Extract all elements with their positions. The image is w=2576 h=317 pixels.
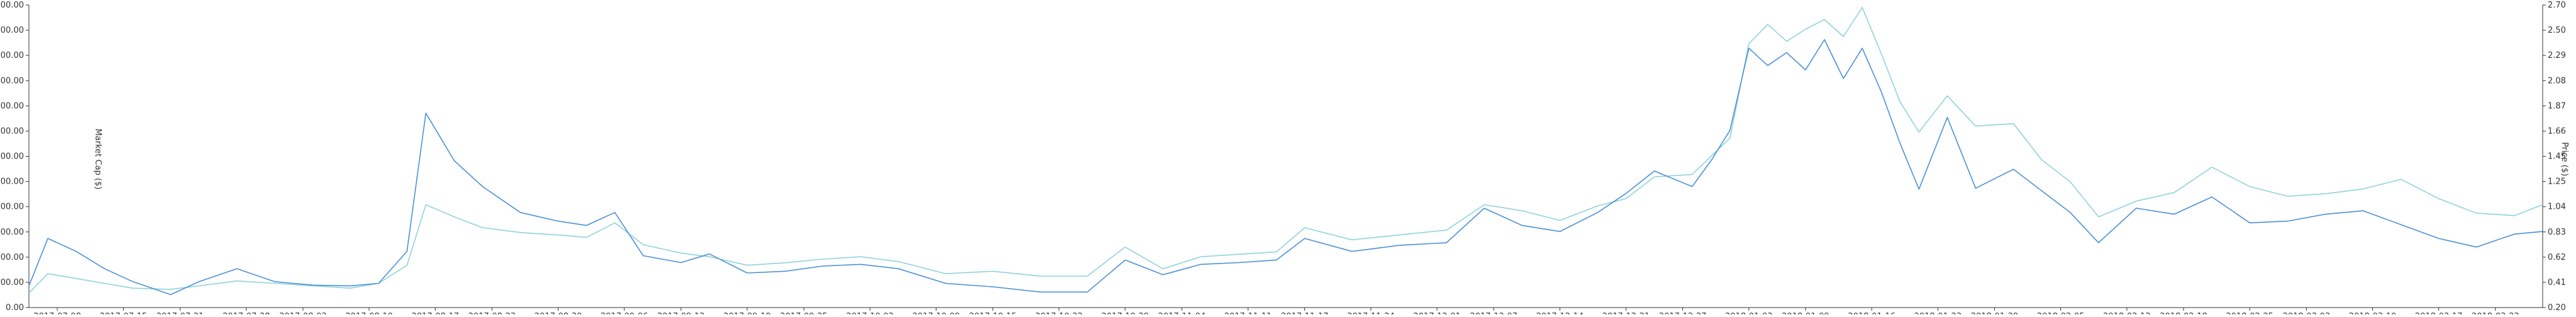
right-tick-label: 2.50 [2548, 26, 2566, 35]
market-cap-series-line [28, 39, 2543, 296]
x-tick-label: 2017-07-15 [99, 312, 147, 314]
right-y-axis: 0.20 0.41 0.62 0.83 1.04 1.25 1.45 1.66 1.87 2.08… [2542, 1, 2566, 313]
x-tick-label: 2017-09-06 [601, 312, 648, 314]
x-tick-label: 2017-12-27 [1659, 312, 1707, 314]
x-tick-label: 2017-07-08 [33, 312, 81, 314]
x-tick-label: 2017-12-01 [1413, 312, 1461, 314]
x-tick-label: 2017-09-19 [723, 312, 771, 314]
x-tick-label: 2018-03-17 [2415, 312, 2463, 314]
x-tick-label: 2017-07-28 [223, 312, 270, 314]
x-tick-label: 2017-08-03 [279, 312, 327, 314]
right-tick-label: 1.04 [2548, 203, 2566, 212]
x-tick-label: 2017-10-29 [1101, 312, 1149, 314]
left-axis-title: Market Cap ($) [93, 129, 103, 190]
left-tick-label: 205000000.00 [0, 126, 24, 136]
left-tick-label: 234000000.00 [0, 101, 24, 111]
x-tick-label: 2018-01-03 [1725, 312, 1773, 314]
right-tick-label: 1.45 [2548, 152, 2566, 162]
x-tick-label: 2017-11-17 [1281, 312, 1329, 314]
left-tick-label: 30000000.00 [0, 278, 24, 287]
left-tick-label: 59000000.00 [0, 253, 24, 262]
right-tick-label: 1.87 [2548, 101, 2566, 111]
x-tick-label: 2018-03-10 [2349, 312, 2397, 314]
left-tick-label: 350000000.00 [0, 1, 24, 10]
right-tick-label: 1.66 [2548, 126, 2566, 136]
x-tick-label: 2017-10-22 [1035, 312, 1083, 314]
x-tick-label: 2017-10-09 [913, 312, 960, 314]
x-tick-label: 2017-08-10 [345, 312, 393, 314]
x-tick-label: 2018-03-03 [2283, 312, 2331, 314]
right-tick-label: 0.20 [2548, 303, 2566, 313]
x-tick-label: 2017-07-21 [157, 312, 204, 314]
right-tick-label: 2.08 [2548, 76, 2566, 86]
x-tick-label: 2018-01-23 [1914, 312, 1962, 314]
x-axis: 2017-07-08 2017-07-15 2017-07-21 2017-07-28… [29, 307, 2543, 317]
x-tick-label: 2018-03-23 [2472, 312, 2519, 314]
right-tick-label: 2.29 [2548, 51, 2566, 60]
left-y-axis: 0.00 30000000.00 59000000.00 88000000.00 117… [0, 1, 30, 313]
x-tick-label: 2017-10-02 [847, 312, 894, 314]
right-tick-label: 1.25 [2548, 177, 2566, 187]
x-tick-label: 2017-12-21 [1602, 312, 1650, 314]
x-tick-label: 2018-01-16 [1848, 312, 1896, 314]
x-tick-label: 2017-12-14 [1536, 312, 1584, 314]
left-tick-label: 0.00 [6, 303, 24, 313]
x-tick-label: 2018-02-18 [2160, 312, 2207, 314]
axis-titles: Market Cap ($) Price ($) [93, 129, 2569, 190]
right-tick-label: 2.70 [2548, 1, 2566, 10]
left-tick-label: 88000000.00 [0, 228, 24, 237]
x-tick-label: 2018-02-05 [2037, 312, 2085, 314]
x-tick-label: 2017-11-11 [1224, 312, 1272, 314]
x-tick-label: 2017-08-17 [411, 312, 459, 314]
x-tick-label: 2017-11-24 [1347, 312, 1395, 314]
series-group [28, 7, 2543, 296]
left-tick-label: 117000000.00 [0, 203, 24, 212]
left-tick-label: 292000000.00 [0, 51, 24, 60]
x-tick-label: 2018-02-25 [2226, 312, 2273, 314]
left-tick-label: 146000000.00 [0, 177, 24, 187]
x-tick-label: 2017-10-15 [969, 312, 1017, 314]
right-tick-label: 0.41 [2548, 278, 2566, 287]
x-tick-label: 2017-11-04 [1158, 312, 1206, 314]
x-tick-label: 2017-09-25 [780, 312, 828, 314]
left-tick-label: 321000000.00 [0, 26, 24, 35]
right-axis-title: Price ($) [2560, 142, 2569, 176]
right-tick-label: 0.62 [2548, 253, 2566, 262]
x-tick-label: 2017-12-07 [1470, 312, 1518, 314]
x-tick-label: 2018-02-12 [2103, 312, 2151, 314]
x-tick-label: 2018-01-29 [1971, 312, 2019, 314]
price-series-line [28, 7, 2543, 294]
left-tick-label: 175000000.00 [0, 152, 24, 162]
x-tick-label: 2017-09-12 [657, 312, 705, 314]
left-tick-label: 263000000.00 [0, 76, 24, 86]
x-tick-label: 2017-08-23 [469, 312, 516, 314]
x-tick-label: 2018-01-09 [1782, 312, 1829, 314]
x-tick-label: 2017-08-30 [535, 312, 582, 314]
right-tick-label: 0.83 [2548, 228, 2566, 237]
